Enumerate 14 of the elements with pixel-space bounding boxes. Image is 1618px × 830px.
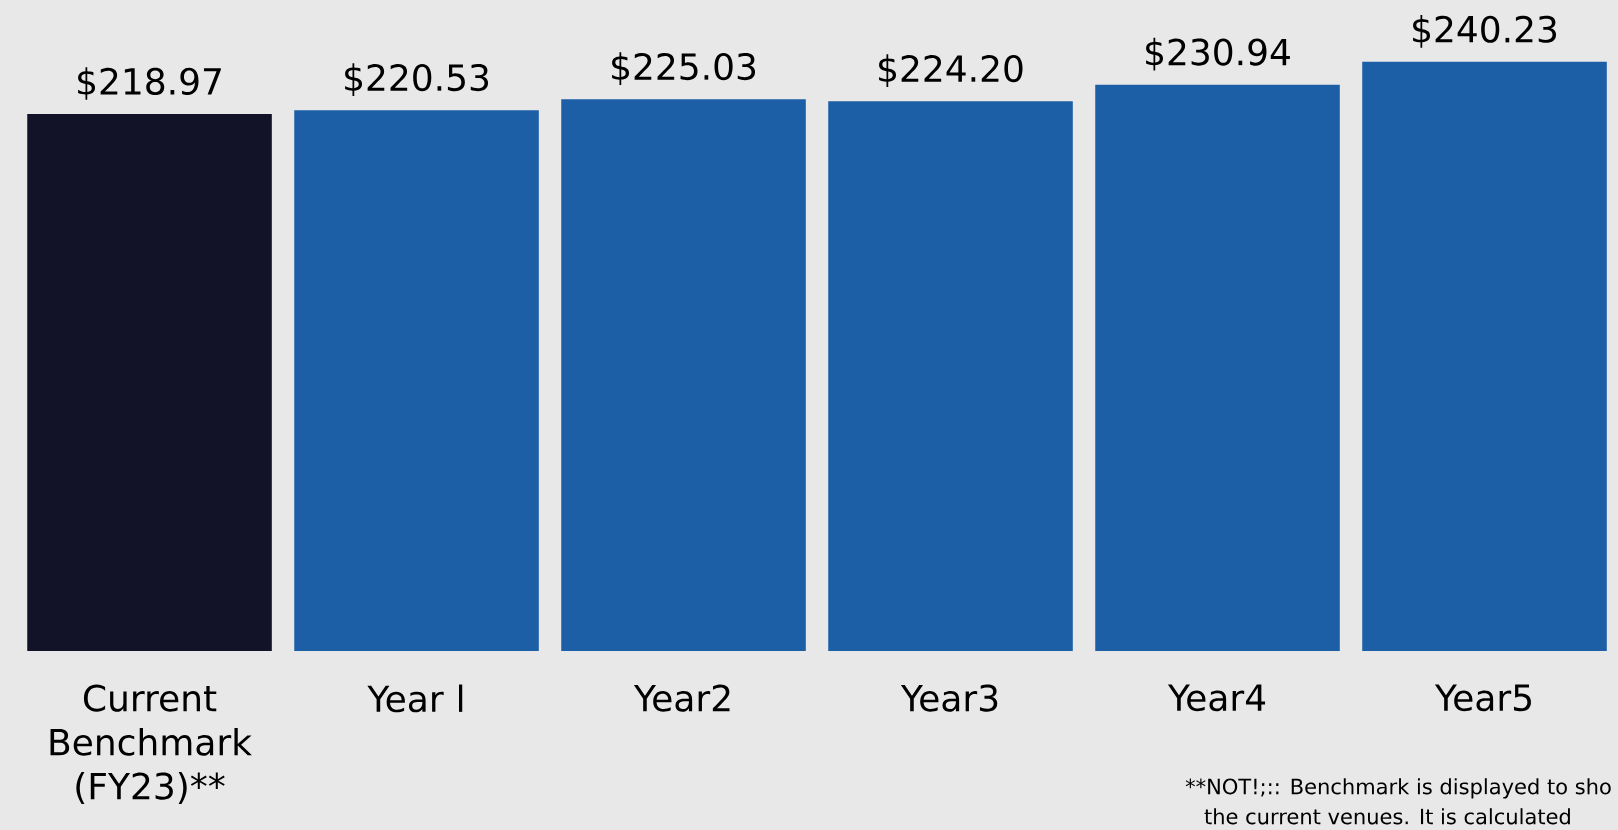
data-label: $240.23 <box>1413 15 1557 48</box>
x-tick-label: Year5 <box>1434 684 1531 712</box>
text: **NOT!;:: Benchmark is displayed to sho <box>1185 778 1611 799</box>
x-tick-label: Year l <box>367 684 463 713</box>
x-tick-label: Current Benchmark (FY23)** <box>50 684 252 804</box>
data-label: $224.20 <box>879 54 1023 87</box>
data-label: $220.53 <box>345 63 489 96</box>
data-label: $230.94 <box>1146 37 1290 71</box>
x-tick-label: Year3 <box>900 684 998 712</box>
data-label: $218.97 <box>78 67 221 100</box>
data-label: $225.03 <box>612 52 756 85</box>
text: the current venues. It is calculated <box>1204 808 1570 825</box>
x-tick-label: Year4 <box>1167 684 1266 712</box>
x-tick-label: Year2 <box>633 684 730 712</box>
